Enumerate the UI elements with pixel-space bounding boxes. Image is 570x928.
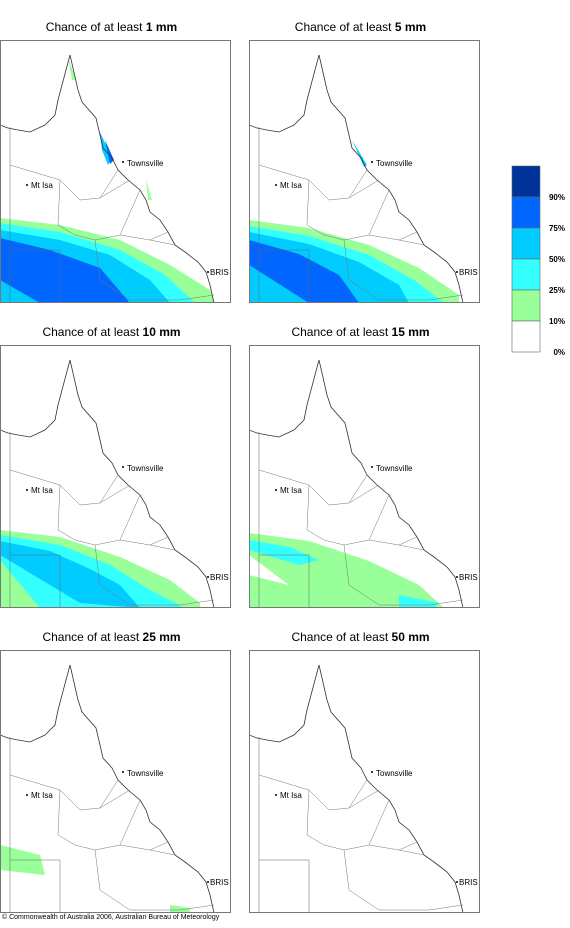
map-panel: Townsville Mt Isa BRIS [249,650,480,913]
rain-area [249,240,359,303]
outline [0,664,215,913]
title-prefix: Chance of at least [295,20,392,34]
title-amount: 25 mm [143,630,181,644]
legend-label: 90% [549,193,565,202]
legend-label: 0% [553,348,565,357]
place-label: Townsville [127,769,164,778]
title-prefix: Chance of at least [291,630,388,644]
place-label: Townsville [376,464,413,473]
place-label: BRIS [459,878,478,887]
rain-area [146,180,152,200]
place-label: Townsville [376,159,413,168]
panel-border [0,650,231,913]
map-content [249,359,464,608]
place-label: BRIS [459,268,478,277]
map-content [249,54,464,303]
panel-border [249,40,480,303]
place-label: Townsville [127,464,164,473]
panel-title: Chance of at least 10 mm [42,325,180,339]
map-content [0,54,215,303]
map-panel: Townsville Mt Isa BRIS [249,345,480,608]
legend-label: 75% [549,224,565,233]
panel-title: Chance of at least 5 mm [295,20,426,34]
title-amount: 50 mm [392,630,430,644]
title-amount: 1 mm [146,20,177,34]
panel-title: Chance of at least 25 mm [42,630,180,644]
legend-swatch [511,320,541,353]
title-prefix: Chance of at least [42,630,139,644]
panel-border [0,40,231,303]
outline [249,664,464,913]
legend-label: 50% [549,255,565,264]
legend-swatch [511,289,541,322]
place-label: Mt Isa [280,486,302,495]
place-label: Townsville [376,769,413,778]
place-label: Mt Isa [31,791,53,800]
panel-title: Chance of at least 50 mm [291,630,429,644]
place-label: BRIS [210,573,229,582]
place-label: BRIS [459,573,478,582]
legend-swatch [511,196,541,229]
place-label: Townsville [127,159,164,168]
rain-area [68,57,76,80]
place-label: Mt Isa [280,791,302,800]
title-amount: 15 mm [392,325,430,339]
panel-title: Chance of at least 1 mm [46,20,177,34]
place-label: BRIS [210,268,229,277]
map-content [0,359,215,608]
title-amount: 10 mm [143,325,181,339]
map-panel: Townsville Mt Isa BRIS [249,40,480,303]
legend-label: 10% [549,317,565,326]
map-content [0,664,215,913]
title-prefix: Chance of at least [46,20,143,34]
title-amount: 5 mm [395,20,426,34]
place-label: Mt Isa [31,486,53,495]
place-label: BRIS [210,878,229,887]
legend-swatch [511,227,541,260]
panel-border [249,650,480,913]
panel-border [249,345,480,608]
panel-title: Chance of at least 15 mm [291,325,429,339]
place-label: Mt Isa [31,181,53,190]
rain-area [352,140,367,167]
place-label: Mt Isa [280,181,302,190]
map-content [249,664,464,913]
title-prefix: Chance of at least [42,325,139,339]
rain-area [170,905,190,913]
map-panel: Townsville Mt Isa BRIS [0,345,231,608]
footer: © Commonwealth of Australia 2006, Austra… [2,913,220,921]
title-prefix: Chance of at least [291,325,388,339]
map-panel: Townsville Mt Isa BRIS [0,40,231,303]
rain-area [0,238,130,303]
rain-area [0,541,140,608]
legend-label: 25% [549,286,565,295]
map-panel: Townsville Mt Isa BRIS [0,650,231,913]
legend-swatch [511,165,541,198]
legend-swatch [511,258,541,291]
panel-border [0,345,231,608]
rain-area [249,540,319,565]
